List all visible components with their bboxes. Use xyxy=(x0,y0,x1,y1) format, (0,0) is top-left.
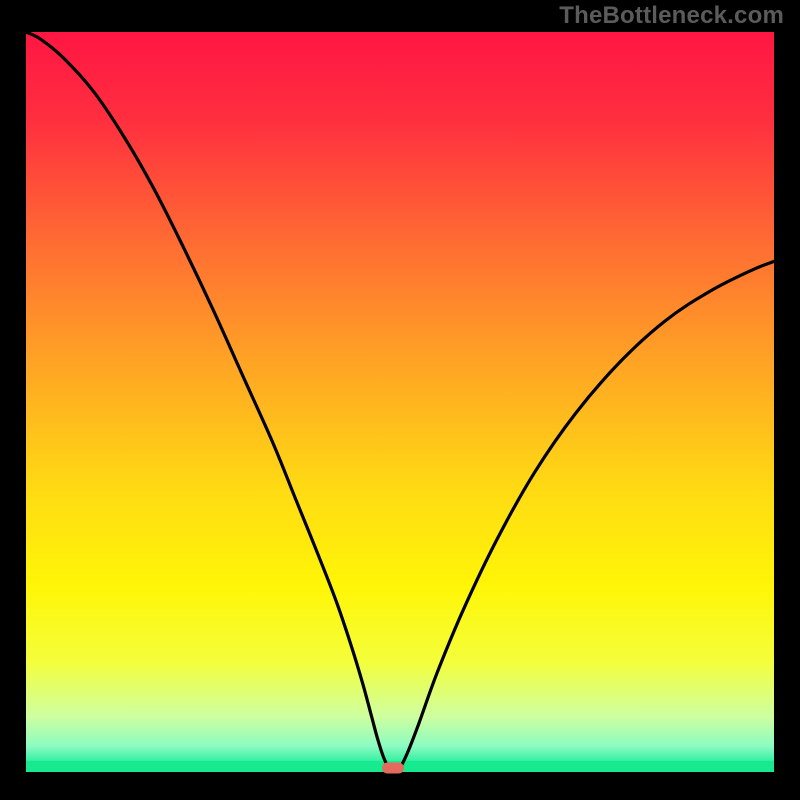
plot-frame xyxy=(26,32,774,772)
plot-svg xyxy=(26,32,774,772)
figure-stage: TheBottleneck.com xyxy=(0,0,800,800)
minimum-marker xyxy=(382,762,404,773)
gradient-background xyxy=(26,32,774,772)
watermark-text: TheBottleneck.com xyxy=(559,2,784,30)
